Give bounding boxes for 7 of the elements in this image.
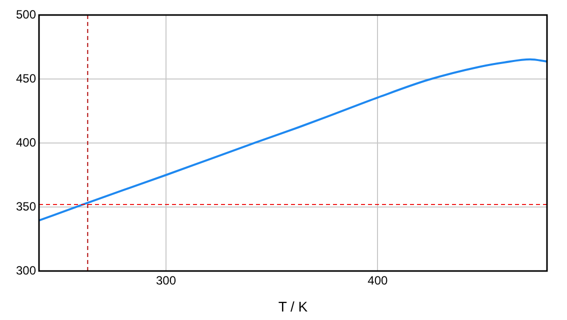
x-axis-title: T / K	[278, 298, 308, 314]
y-tick-label: 450	[16, 71, 36, 86]
line-series	[39, 58, 547, 222]
y-tick-label: 400	[16, 135, 36, 150]
y-tick-label: 300	[16, 263, 36, 278]
y-tick-label: 350	[16, 199, 36, 214]
y-tick-label: 500	[16, 7, 36, 22]
